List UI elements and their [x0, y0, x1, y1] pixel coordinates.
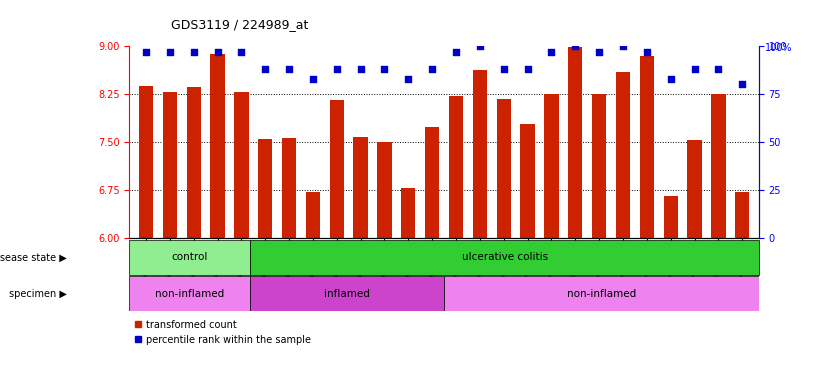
Bar	[210, 55, 224, 238]
Point	[187, 49, 200, 55]
Point	[711, 66, 725, 72]
Text: inflamed: inflamed	[324, 289, 370, 299]
Bar	[615, 72, 631, 238]
Text: 100%: 100%	[765, 43, 792, 53]
Point	[234, 49, 248, 55]
Point	[139, 49, 153, 55]
Bar	[520, 124, 535, 238]
Bar	[473, 70, 487, 238]
Bar	[664, 197, 678, 238]
Bar	[306, 192, 320, 238]
Point	[163, 49, 177, 55]
Bar	[568, 47, 582, 238]
Text: control: control	[172, 252, 208, 262]
Point	[616, 43, 630, 49]
Bar	[234, 92, 249, 238]
Bar	[354, 137, 368, 238]
Point	[354, 66, 367, 72]
Point	[211, 49, 224, 55]
Point	[402, 76, 415, 82]
Bar	[592, 94, 606, 238]
Bar	[401, 188, 415, 238]
Bar	[163, 92, 177, 238]
Bar	[187, 87, 201, 238]
Text: ulcerative colitis: ulcerative colitis	[461, 252, 548, 262]
Point	[473, 43, 486, 49]
Point	[425, 66, 439, 72]
Bar	[425, 127, 440, 238]
Point	[664, 76, 677, 82]
Bar	[258, 139, 273, 238]
Bar	[329, 101, 344, 238]
Text: non-inflamed: non-inflamed	[155, 289, 224, 299]
Legend: transformed count, percentile rank within the sample: transformed count, percentile rank withi…	[134, 320, 311, 344]
Text: non-inflamed: non-inflamed	[567, 289, 636, 299]
Bar	[687, 140, 701, 238]
Bar	[250, 240, 759, 275]
Bar	[377, 142, 392, 238]
Bar	[282, 137, 296, 238]
Bar	[138, 86, 153, 238]
Point	[259, 66, 272, 72]
Point	[497, 66, 510, 72]
Bar	[250, 276, 445, 311]
Point	[592, 49, 605, 55]
Point	[378, 66, 391, 72]
Bar	[545, 94, 559, 238]
Point	[521, 66, 535, 72]
Bar	[711, 94, 726, 238]
Bar	[129, 276, 250, 311]
Bar	[445, 276, 759, 311]
Point	[569, 43, 582, 49]
Text: GDS3119 / 224989_at: GDS3119 / 224989_at	[171, 18, 309, 31]
Point	[330, 66, 344, 72]
Point	[306, 76, 319, 82]
Bar	[496, 99, 511, 238]
Point	[688, 66, 701, 72]
Point	[450, 49, 463, 55]
Text: specimen ▶: specimen ▶	[9, 289, 67, 299]
Bar	[735, 192, 750, 238]
Text: disease state ▶: disease state ▶	[0, 252, 67, 262]
Point	[641, 49, 654, 55]
Point	[736, 81, 749, 88]
Bar	[640, 56, 654, 238]
Point	[545, 49, 558, 55]
Bar	[129, 240, 250, 275]
Point	[283, 66, 296, 72]
Bar	[449, 96, 463, 238]
